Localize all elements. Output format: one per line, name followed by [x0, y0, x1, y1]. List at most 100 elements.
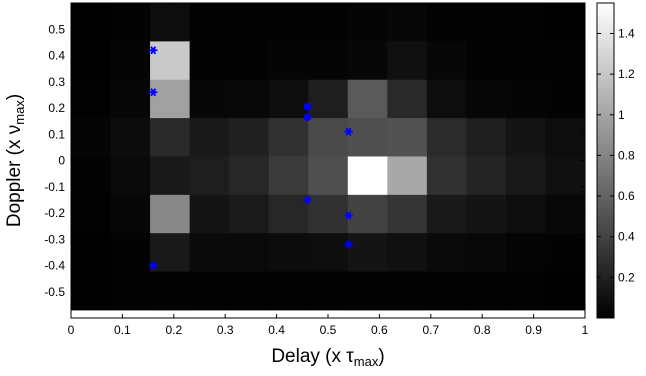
- heatmap-cell: [545, 79, 586, 119]
- heatmap-cell: [268, 233, 309, 273]
- heatmap-cell: [229, 3, 270, 42]
- x-tick-label: 0: [68, 323, 75, 337]
- data-point: [344, 240, 353, 249]
- x-tick-label: 0.9: [525, 323, 542, 337]
- heatmap-cell: [150, 194, 191, 234]
- x-tick-label: 0.3: [217, 323, 234, 337]
- heatmap-cell: [110, 118, 151, 157]
- data-points: [149, 46, 353, 270]
- heatmap-cell: [189, 156, 230, 196]
- heatmap-cell: [426, 233, 467, 273]
- heatmap-cell: [347, 41, 388, 81]
- heatmap-cell: [189, 194, 230, 234]
- heatmap-cell: [110, 41, 151, 81]
- heatmap-cell: [545, 271, 586, 311]
- heatmap-cell: [268, 156, 309, 196]
- y-tick-label: 0.3: [48, 75, 65, 89]
- data-point: [303, 102, 312, 111]
- heatmap-cell: [387, 79, 428, 119]
- heatmap-cell: [505, 233, 546, 273]
- heatmap-cell: [426, 79, 467, 119]
- x-axis: 0 0.1 0.2 0.3 0.4 0.5 0.6 0.7 0.8 0.9 1: [68, 3, 589, 337]
- heatmap-cell: [347, 3, 388, 42]
- colorbar-tick-label: 0.6: [618, 189, 635, 203]
- heatmap-cell: [71, 118, 112, 157]
- heatmap-cell: [387, 194, 428, 234]
- y-tick-label: -0.3: [44, 232, 65, 246]
- heatmap-cell: [545, 118, 586, 157]
- y-tick-label: -0.2: [44, 206, 65, 220]
- x-tick-label: 0.7: [422, 323, 439, 337]
- heatmap-cell: [545, 41, 586, 81]
- heatmap-cell: [347, 271, 388, 311]
- heatmap-cell: [189, 233, 230, 273]
- heatmap-cell: [71, 156, 112, 196]
- colorbar-tick-label: 0.4: [618, 230, 635, 244]
- heatmap-cell: [268, 41, 309, 81]
- colorbar-ticks: 0.2 0.4 0.6 0.8 1 1.2 1.4: [597, 26, 635, 284]
- heatmap-cell: [71, 41, 112, 81]
- y-tick-label: 0.4: [48, 49, 65, 63]
- heatmap-cell: [466, 271, 507, 311]
- heatmap-cell: [110, 233, 151, 273]
- data-point: [344, 211, 353, 220]
- heatmap-cell: [505, 118, 546, 157]
- heatmap-cell: [229, 41, 270, 81]
- x-tick-label: 0.1: [114, 323, 131, 337]
- y-tick-label: -0.4: [44, 259, 65, 273]
- heatmap-cell: [387, 233, 428, 273]
- heatmap-cell: [110, 194, 151, 234]
- heatmap-cell: [71, 3, 112, 42]
- heatmap-cell: [308, 194, 349, 234]
- heatmap-cell: [426, 194, 467, 234]
- data-point: [149, 46, 158, 55]
- heatmap-cell: [110, 79, 151, 119]
- colorbar: [596, 2, 615, 319]
- heatmap-cell: [466, 156, 507, 196]
- heatmap-cell: [505, 194, 546, 234]
- heatmap-cell: [466, 41, 507, 81]
- heatmap-cell: [426, 156, 467, 196]
- data-point: [149, 88, 158, 97]
- heatmap-cell: [189, 271, 230, 311]
- heatmap-cells: [71, 3, 586, 311]
- colorbar-tick-label: 1.4: [618, 26, 635, 40]
- heatmap-cell: [505, 41, 546, 81]
- heatmap-cell: [150, 271, 191, 311]
- heatmap-cell: [189, 3, 230, 42]
- heatmap-cell: [426, 41, 467, 81]
- heatmap-cell: [387, 41, 428, 81]
- heatmap-cell: [387, 271, 428, 311]
- y-axis-title: Doppler (x νmax): [4, 94, 27, 227]
- heatmap-cell: [229, 156, 270, 196]
- heatmap-cell: [308, 3, 349, 42]
- heatmap-cell: [150, 79, 191, 119]
- heatmap-cell: [387, 118, 428, 157]
- heatmap-cell: [150, 41, 191, 81]
- heatmap-cell: [229, 271, 270, 311]
- heatmap-cell: [466, 194, 507, 234]
- heatmap-cell: [189, 118, 230, 157]
- heatmap-cell: [347, 156, 388, 196]
- heatmap-cell: [426, 271, 467, 311]
- heatmap-cell: [110, 3, 151, 42]
- heatmap-cell: [545, 194, 586, 234]
- heatmap-cell: [466, 3, 507, 42]
- heatmap-cell: [308, 41, 349, 81]
- y-tick-label: 0.2: [48, 101, 65, 115]
- heatmap-cell: [466, 79, 507, 119]
- heatmap-cell: [110, 156, 151, 196]
- heatmap-cell: [308, 118, 349, 157]
- data-point: [303, 195, 312, 204]
- heatmap-cell: [505, 156, 546, 196]
- y-tick-label: 0: [58, 154, 65, 168]
- heatmap-cell: [505, 3, 546, 42]
- x-tick-label: 0.2: [165, 323, 182, 337]
- heatmap-cell: [545, 156, 586, 196]
- heatmap-cell: [229, 79, 270, 119]
- heatmap-cell: [466, 118, 507, 157]
- heatmap-cell: [308, 79, 349, 119]
- y-tick-label: -0.5: [44, 285, 65, 299]
- heatmap-cell: [426, 3, 467, 42]
- heatmap-cell: [426, 118, 467, 157]
